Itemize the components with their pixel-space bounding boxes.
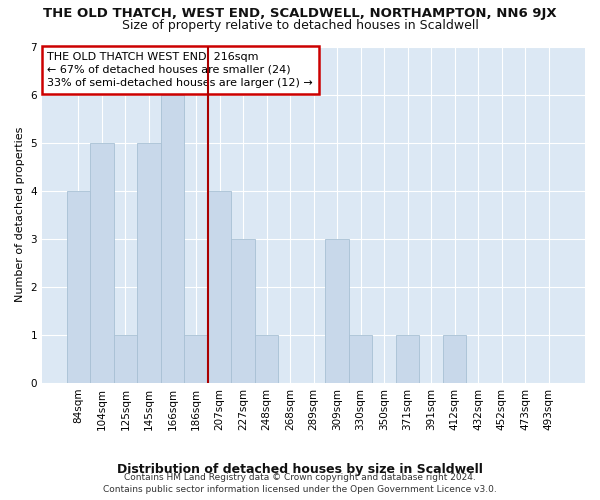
Bar: [443, 335, 466, 383]
Bar: [255, 335, 278, 383]
Bar: [396, 335, 419, 383]
Bar: [67, 190, 90, 383]
Bar: [349, 335, 372, 383]
Bar: [325, 239, 349, 383]
Y-axis label: Number of detached properties: Number of detached properties: [15, 127, 25, 302]
Bar: [208, 190, 231, 383]
Text: Contains HM Land Registry data © Crown copyright and database right 2024.
Contai: Contains HM Land Registry data © Crown c…: [103, 472, 497, 494]
Bar: [184, 335, 208, 383]
Text: THE OLD THATCH, WEST END, SCALDWELL, NORTHAMPTON, NN6 9JX: THE OLD THATCH, WEST END, SCALDWELL, NOR…: [43, 8, 557, 20]
Bar: [90, 142, 114, 383]
Text: Size of property relative to detached houses in Scaldwell: Size of property relative to detached ho…: [122, 18, 478, 32]
Text: THE OLD THATCH WEST END: 216sqm
← 67% of detached houses are smaller (24)
33% of: THE OLD THATCH WEST END: 216sqm ← 67% of…: [47, 52, 313, 88]
Text: Distribution of detached houses by size in Scaldwell: Distribution of detached houses by size …: [117, 462, 483, 475]
Bar: [231, 239, 255, 383]
Bar: [161, 94, 184, 383]
Bar: [114, 335, 137, 383]
Bar: [137, 142, 161, 383]
